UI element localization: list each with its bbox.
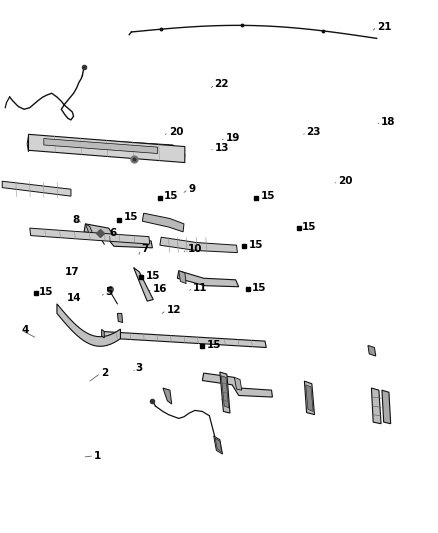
Text: 12: 12 bbox=[166, 305, 181, 315]
Text: 23: 23 bbox=[307, 127, 321, 137]
Polygon shape bbox=[103, 332, 266, 348]
Text: 7: 7 bbox=[141, 245, 148, 254]
Polygon shape bbox=[221, 376, 229, 408]
Text: 14: 14 bbox=[67, 294, 81, 303]
Text: 20: 20 bbox=[169, 127, 183, 137]
Text: 21: 21 bbox=[377, 22, 391, 31]
Text: 3: 3 bbox=[136, 363, 143, 373]
Text: 15: 15 bbox=[261, 191, 275, 201]
Polygon shape bbox=[177, 271, 239, 287]
Polygon shape bbox=[202, 373, 272, 397]
Polygon shape bbox=[28, 134, 185, 163]
Text: 22: 22 bbox=[215, 79, 229, 89]
Polygon shape bbox=[142, 213, 184, 232]
Text: 6: 6 bbox=[110, 229, 117, 238]
Polygon shape bbox=[57, 304, 120, 346]
Polygon shape bbox=[179, 271, 186, 284]
Polygon shape bbox=[44, 139, 158, 154]
Text: 18: 18 bbox=[381, 117, 396, 126]
Text: 9: 9 bbox=[188, 184, 195, 194]
Text: 11: 11 bbox=[193, 283, 207, 293]
Text: 15: 15 bbox=[39, 287, 53, 297]
Polygon shape bbox=[368, 345, 376, 356]
Text: 1: 1 bbox=[94, 451, 102, 461]
Polygon shape bbox=[234, 377, 242, 390]
Polygon shape bbox=[134, 268, 153, 301]
Polygon shape bbox=[117, 313, 123, 322]
Polygon shape bbox=[84, 224, 152, 248]
Text: 17: 17 bbox=[65, 267, 79, 277]
Text: 15: 15 bbox=[252, 283, 267, 293]
Text: 15: 15 bbox=[145, 271, 160, 281]
Text: 15: 15 bbox=[164, 191, 179, 201]
Text: 15: 15 bbox=[207, 341, 221, 350]
Polygon shape bbox=[163, 388, 172, 404]
Text: 13: 13 bbox=[215, 143, 229, 153]
Text: 15: 15 bbox=[124, 213, 138, 222]
Polygon shape bbox=[27, 136, 185, 163]
Polygon shape bbox=[220, 372, 230, 413]
Polygon shape bbox=[85, 224, 94, 237]
Text: 16: 16 bbox=[152, 284, 167, 294]
Polygon shape bbox=[215, 438, 222, 452]
Text: 4: 4 bbox=[22, 326, 29, 335]
Polygon shape bbox=[30, 228, 150, 244]
Polygon shape bbox=[2, 181, 71, 196]
Polygon shape bbox=[304, 381, 314, 415]
Text: 2: 2 bbox=[101, 368, 108, 378]
Text: 8: 8 bbox=[72, 215, 80, 224]
Text: 15: 15 bbox=[249, 240, 263, 250]
Polygon shape bbox=[160, 237, 237, 253]
Polygon shape bbox=[371, 388, 381, 424]
Polygon shape bbox=[102, 329, 104, 338]
Text: 15: 15 bbox=[302, 222, 317, 231]
Text: 10: 10 bbox=[187, 245, 202, 254]
Polygon shape bbox=[214, 436, 223, 454]
Text: 19: 19 bbox=[226, 133, 240, 142]
Polygon shape bbox=[306, 385, 313, 411]
Text: 5: 5 bbox=[105, 287, 113, 297]
Polygon shape bbox=[382, 390, 391, 424]
Text: 20: 20 bbox=[338, 176, 353, 186]
